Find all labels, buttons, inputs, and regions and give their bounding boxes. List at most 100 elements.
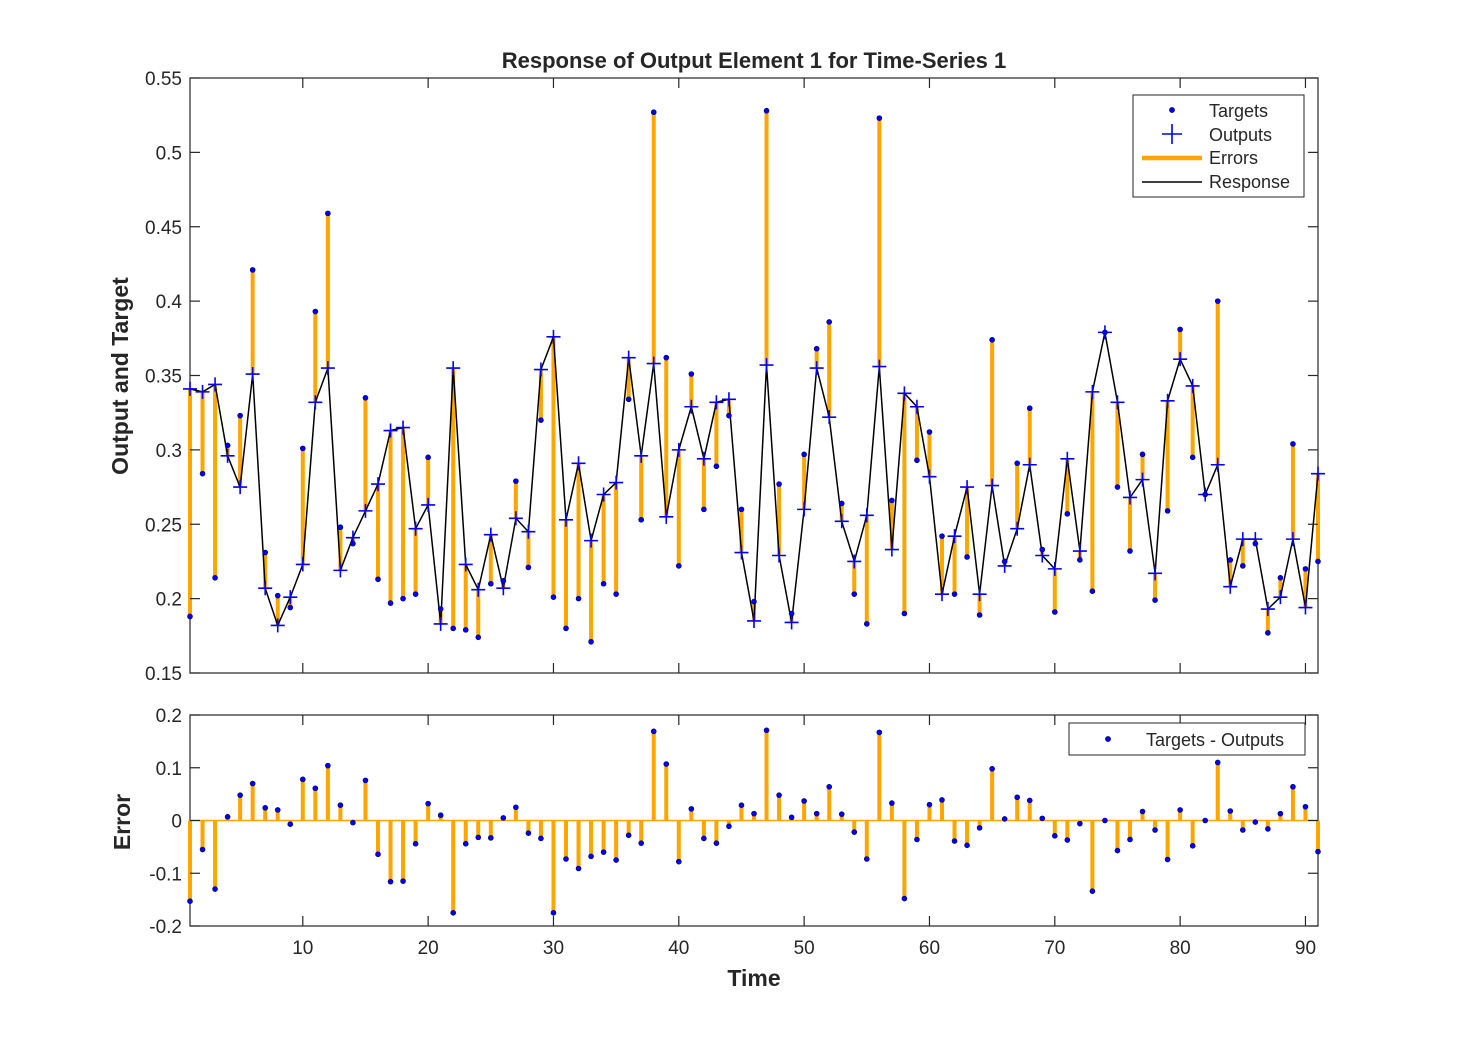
error-point	[1290, 783, 1296, 790]
output-marker	[1010, 521, 1025, 536]
response-legend-box	[1132, 94, 1305, 198]
error-point	[387, 878, 394, 885]
error-point	[588, 853, 594, 860]
target-point	[337, 524, 344, 531]
target-point	[788, 610, 795, 617]
error-point	[274, 807, 281, 813]
error-point	[1026, 797, 1033, 804]
target-point	[951, 591, 958, 597]
error-point	[538, 835, 544, 842]
target-point	[1240, 563, 1246, 569]
output-marker	[884, 542, 899, 557]
target-point	[1152, 597, 1158, 603]
error-point	[613, 857, 619, 863]
target-point	[701, 506, 707, 513]
error-point	[713, 840, 720, 846]
output-marker	[922, 469, 937, 484]
error-point	[262, 805, 269, 811]
response-x-ticks	[302, 78, 1307, 673]
output-marker	[1148, 566, 1163, 581]
error-point	[1139, 808, 1146, 815]
target-point	[1214, 298, 1221, 304]
output-marker	[1110, 395, 1125, 410]
error-point	[1265, 826, 1271, 832]
output-marker	[320, 361, 335, 376]
target-point	[726, 412, 732, 419]
error-point	[224, 814, 231, 820]
target-point	[199, 470, 206, 477]
target-point	[462, 627, 469, 633]
error-point	[500, 815, 507, 821]
target-point	[1277, 574, 1284, 581]
legend-outputs-label: Outputs	[1209, 125, 1272, 145]
target-point	[475, 634, 482, 641]
error-point	[1039, 815, 1046, 822]
target-point	[1039, 546, 1046, 553]
error-point	[563, 856, 569, 862]
y-tick-label: 0.35	[145, 367, 182, 388]
target-point	[249, 267, 256, 273]
target-point	[889, 497, 895, 504]
target-point	[1001, 558, 1008, 565]
output-marker	[759, 358, 774, 373]
y-tick-label: -0.2	[149, 917, 182, 938]
error-x-ticks: 10 20 30 40 50 60 70 80 90	[292, 715, 1316, 959]
output-marker	[897, 386, 912, 401]
error-point	[287, 821, 294, 827]
error-point	[337, 802, 344, 809]
legend-error-points-label: Targets - Outputs	[1146, 730, 1284, 750]
output-marker	[784, 615, 799, 630]
error-point	[826, 783, 833, 790]
target-point	[1014, 460, 1021, 467]
error-point	[325, 762, 331, 769]
error-point	[939, 797, 945, 803]
output-marker	[533, 362, 548, 377]
error-point	[701, 835, 707, 842]
target-point	[838, 500, 845, 507]
error-point	[1127, 836, 1133, 843]
y-tick-label: 0.2	[156, 706, 182, 727]
output-marker	[646, 356, 661, 371]
error-point	[625, 832, 632, 839]
error-point	[312, 785, 319, 792]
target-point	[1064, 511, 1071, 517]
target-point	[224, 442, 231, 449]
output-marker	[1173, 352, 1188, 367]
target-point	[939, 533, 945, 539]
response-marks	[183, 107, 1325, 645]
y-tick-label: 0.3	[156, 441, 182, 462]
output-marker	[859, 508, 874, 523]
target-point	[1114, 484, 1121, 490]
output-marker	[935, 587, 949, 602]
error-point	[876, 729, 883, 736]
error-point	[1214, 759, 1221, 766]
error-point	[575, 865, 582, 872]
target-point	[1089, 588, 1096, 594]
error-point	[350, 819, 356, 826]
x-tick-label: 20	[418, 938, 439, 959]
error-point	[863, 856, 870, 862]
target-point	[387, 600, 394, 606]
target-point	[1265, 630, 1271, 636]
output-marker	[809, 361, 824, 376]
output-marker	[1135, 472, 1150, 487]
x-tick-label: 50	[794, 938, 815, 959]
output-marker	[308, 395, 323, 410]
x-tick-label: 90	[1295, 938, 1316, 959]
error-point	[1252, 819, 1259, 825]
target-point	[538, 417, 544, 423]
target-point	[312, 308, 319, 315]
legend-response-label: Response	[1209, 172, 1290, 192]
y-tick-label: 0.1	[156, 759, 182, 780]
target-point	[1127, 548, 1133, 554]
error-point	[1277, 810, 1284, 817]
output-marker	[872, 359, 887, 374]
output-marker	[1123, 490, 1137, 505]
output-marker	[584, 533, 599, 548]
y-tick-label: 0	[171, 812, 182, 833]
output-marker	[1285, 532, 1300, 547]
error-point	[813, 810, 820, 817]
error-point	[926, 801, 933, 808]
target-point	[1202, 491, 1208, 498]
output-marker	[421, 497, 436, 512]
